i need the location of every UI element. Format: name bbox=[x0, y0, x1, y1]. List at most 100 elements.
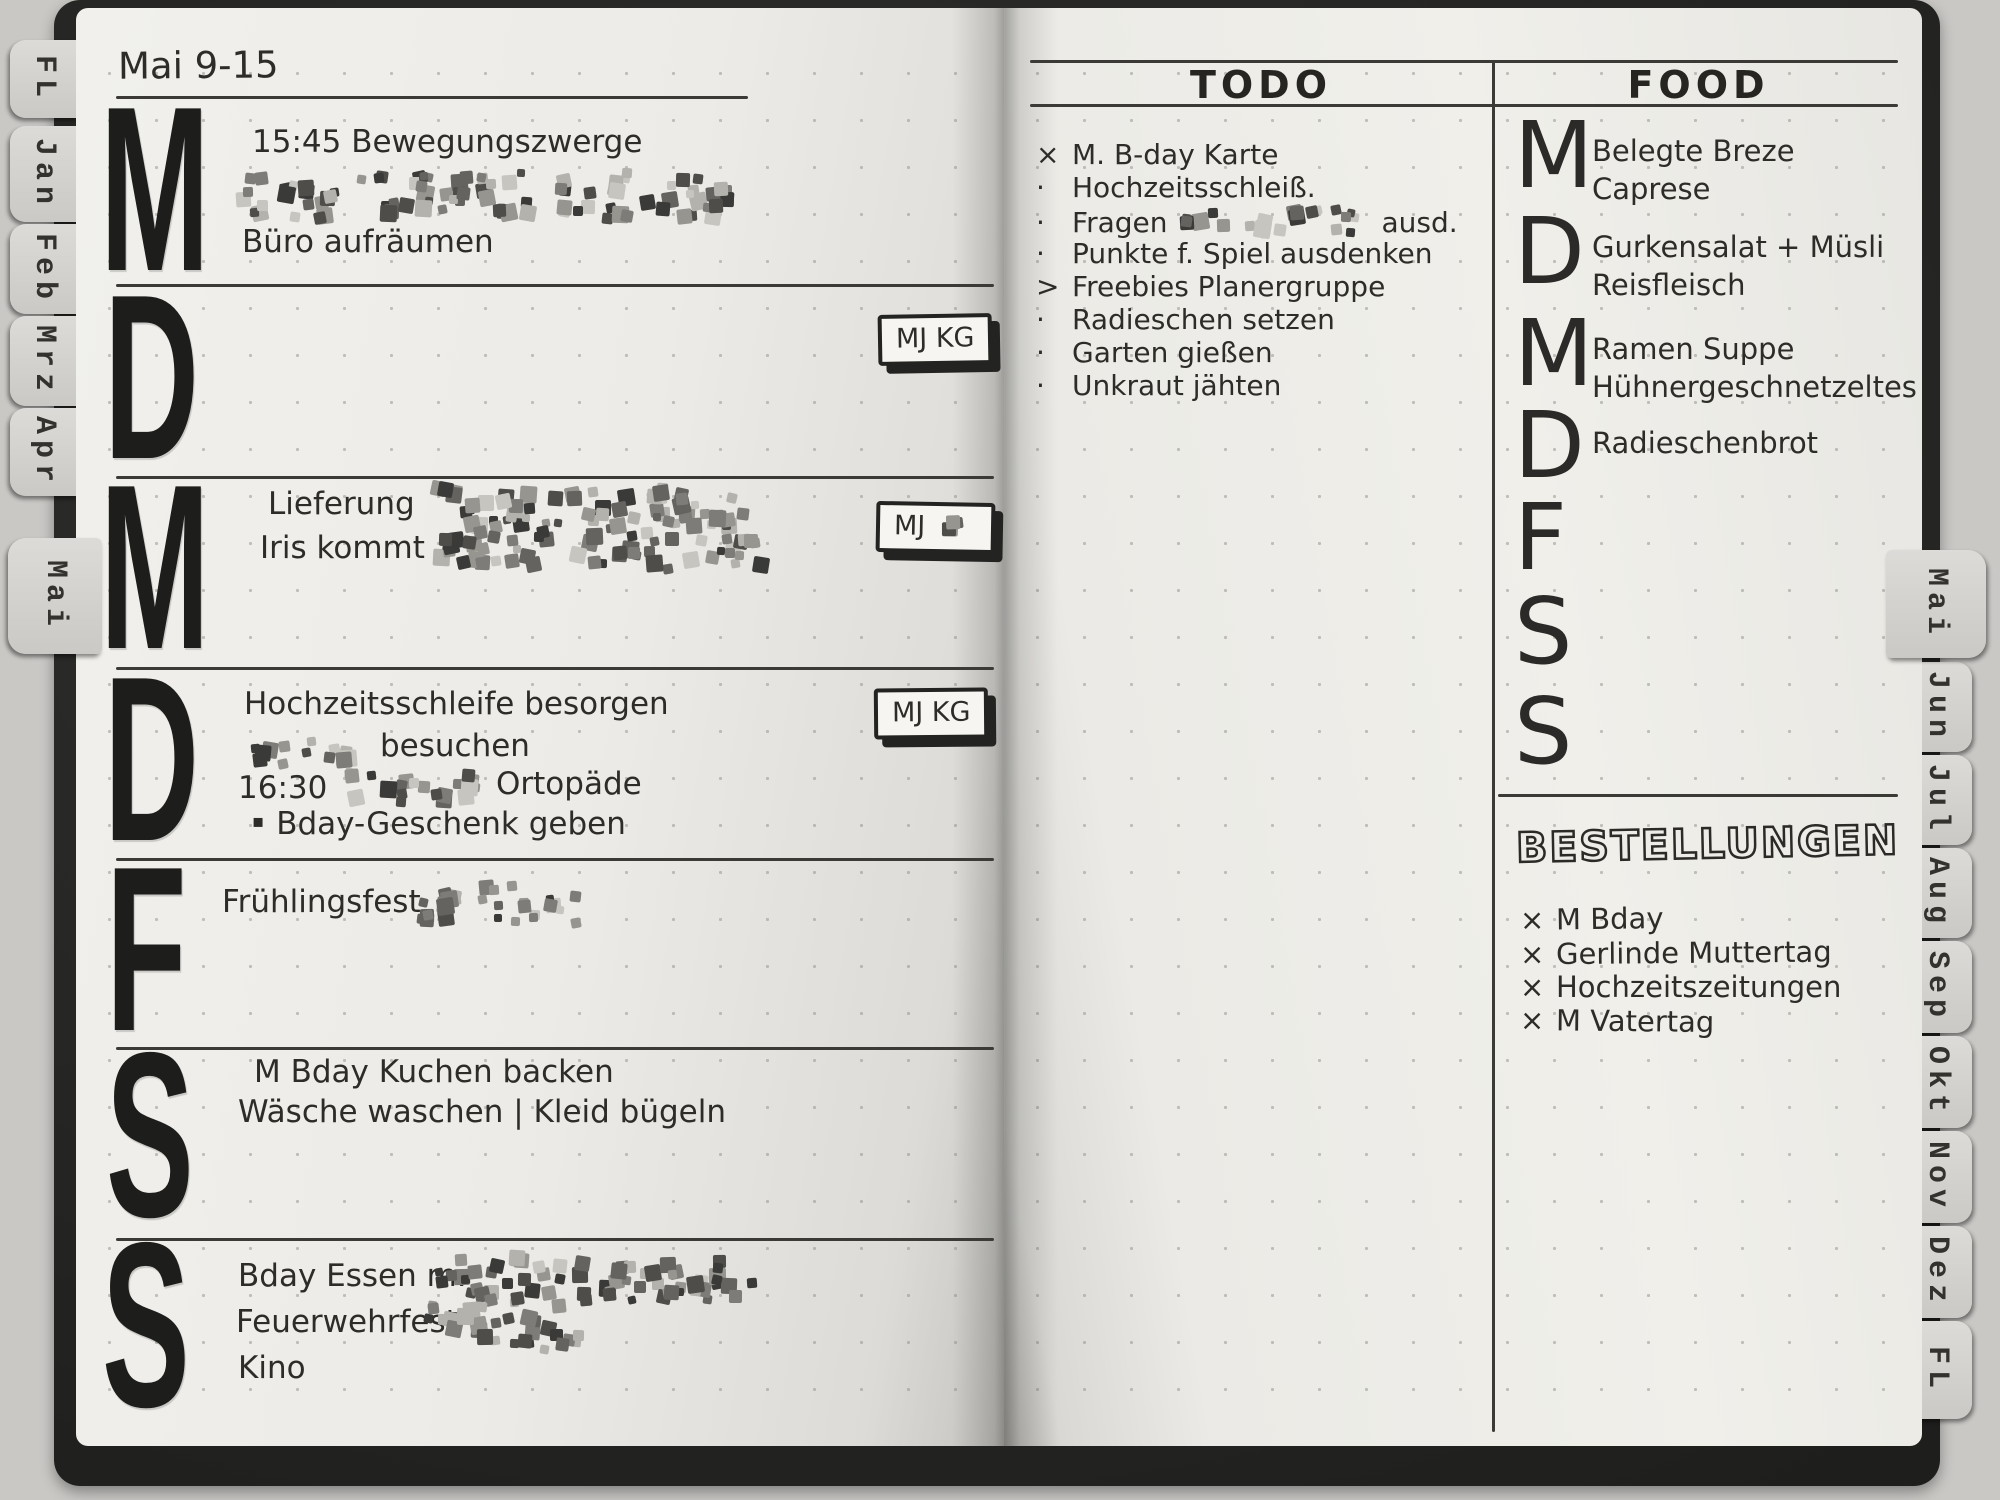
day-letter-friday: F bbox=[106, 817, 187, 1080]
day-entry: Frühlingsfest bbox=[222, 884, 421, 920]
tab-mai-left[interactable]: Mai bbox=[8, 538, 102, 654]
day-entry: Ortopäde bbox=[496, 766, 642, 802]
header-rule-bottom bbox=[1030, 104, 1898, 107]
bestellungen-item: × M Bday bbox=[1520, 901, 1664, 937]
bestellungen-item: × Hochzeitszeitungen bbox=[1520, 970, 1841, 1004]
day-entry: M Bday Kuchen backen bbox=[254, 1054, 614, 1090]
bestellungen-text: M Vatertag bbox=[1555, 1003, 1715, 1040]
redacted-text bbox=[248, 732, 366, 771]
todo-item: > Freebies Planergruppe bbox=[1036, 270, 1385, 303]
todo-bullet: · bbox=[1036, 303, 1045, 336]
food-entry: Hühnergeschnetzeltes bbox=[1592, 370, 1917, 404]
food-entry: Ramen Suppe bbox=[1592, 332, 1795, 366]
food-day-letter: S bbox=[1514, 678, 1573, 785]
todo-text: Unkraut jähten bbox=[1072, 369, 1282, 402]
redacted-text bbox=[1177, 203, 1367, 239]
tab-mai-right[interactable]: Mai bbox=[1886, 550, 1986, 658]
todo-text: M. B-day Karte bbox=[1072, 138, 1279, 171]
todo-bullet: · bbox=[1036, 369, 1045, 402]
food-entry: Belegte Breze bbox=[1592, 134, 1795, 168]
day-entry: Feuerwehrfest bbox=[236, 1304, 458, 1340]
day-separator bbox=[116, 476, 994, 479]
todo-item: · Garten gießen bbox=[1036, 336, 1273, 369]
todo-item: · Radieschen setzen bbox=[1036, 303, 1335, 336]
food-section-rule bbox=[1498, 794, 1898, 797]
day-separator bbox=[116, 858, 994, 861]
redacted-text bbox=[935, 511, 978, 542]
tab-apr[interactable]: Apr bbox=[10, 408, 78, 496]
tab-jan[interactable]: Jan bbox=[10, 126, 78, 222]
redacted-text bbox=[235, 168, 741, 226]
x-bullet: × bbox=[1519, 1002, 1545, 1038]
food-entry: Gurkensalat + Müsli bbox=[1592, 230, 1885, 264]
redacted-text bbox=[412, 879, 587, 930]
day-entry: besuchen bbox=[380, 728, 530, 764]
x-bullet: × bbox=[1519, 902, 1545, 937]
tab-feb[interactable]: Feb bbox=[10, 224, 78, 314]
todo-bullet: · bbox=[1036, 336, 1045, 369]
day-letter-monday: M bbox=[100, 57, 210, 320]
right-page bbox=[1004, 8, 1922, 1446]
food-header: FOOD bbox=[1627, 63, 1770, 107]
day-entry: Kino bbox=[238, 1350, 306, 1386]
tab-mrz[interactable]: Mrz bbox=[10, 316, 78, 406]
day-letter-wednesday: M bbox=[100, 435, 210, 698]
mj-kg-badge: MJ KG bbox=[877, 313, 993, 366]
food-day-letter: D bbox=[1514, 198, 1585, 305]
food-day-letter: M bbox=[1514, 300, 1594, 407]
title-underline bbox=[116, 96, 748, 99]
day-entry: Lieferung bbox=[268, 486, 415, 522]
bestellungen-text: M Bday bbox=[1555, 901, 1664, 937]
todo-text: Garten gießen bbox=[1072, 336, 1273, 369]
x-bullet: × bbox=[1519, 937, 1545, 972]
mj-badge: MJ bbox=[875, 500, 996, 555]
badge-label: MJ bbox=[893, 510, 926, 542]
day-separator bbox=[116, 284, 994, 287]
redacted-text bbox=[418, 1298, 586, 1355]
todo-item: · Unkraut jähten bbox=[1036, 369, 1281, 402]
bestellungen-header: BESTELLUNGEN bbox=[1514, 815, 1901, 874]
x-bullet: × bbox=[1520, 970, 1545, 1004]
day-entry: Iris kommt bbox=[260, 530, 425, 566]
todo-item: · Fragen ausd. bbox=[1036, 203, 1458, 239]
day-entry: 16:30 bbox=[238, 770, 328, 806]
redacted-text bbox=[330, 766, 482, 808]
badge-label: MJ KG bbox=[891, 696, 971, 729]
left-page bbox=[76, 8, 1004, 1446]
tab-fl-left[interactable]: FL bbox=[10, 40, 78, 118]
todo-text: Punkte f. Spiel ausdenken bbox=[1072, 237, 1433, 270]
day-entry: Bday Essen m. bbox=[238, 1258, 467, 1294]
header-rule-top bbox=[1030, 60, 1898, 63]
food-day-letter: S bbox=[1514, 578, 1573, 685]
todo-bullet: > bbox=[1036, 270, 1060, 303]
day-separator bbox=[116, 1047, 994, 1050]
todo-item: · Punkte f. Spiel ausdenken bbox=[1036, 237, 1433, 270]
bestellungen-item: × M Vatertag bbox=[1520, 1003, 1715, 1039]
day-entry: Büro aufräumen bbox=[242, 224, 494, 260]
day-letter-sunday: S bbox=[102, 1193, 190, 1456]
food-entry: Reisfleisch bbox=[1592, 268, 1746, 302]
food-entry: Caprese bbox=[1592, 172, 1711, 206]
todo-item: × M. B-day Karte bbox=[1036, 138, 1278, 171]
todo-bullet: · bbox=[1036, 237, 1045, 270]
food-day-letter: M bbox=[1514, 102, 1594, 209]
todo-text: ausd. bbox=[1381, 206, 1458, 239]
todo-bullet: · bbox=[1036, 171, 1045, 204]
mj-kg-badge: MJ KG bbox=[873, 687, 989, 740]
todo-text: Freebies Planergruppe bbox=[1072, 270, 1386, 303]
badge-label: MJ KG bbox=[895, 322, 975, 355]
day-entry: Hochzeitsschleife besorgen bbox=[244, 686, 669, 722]
day-letter-saturday: S bbox=[106, 1003, 194, 1266]
food-entry: Radieschenbrot bbox=[1592, 426, 1819, 460]
todo-item: · Hochzeitsschleiß. bbox=[1036, 171, 1316, 204]
day-separator bbox=[116, 667, 994, 670]
day-entry: Wäsche waschen | Kleid bügeln bbox=[238, 1094, 726, 1130]
day-letter-thursday: D bbox=[104, 627, 200, 890]
todo-bullet: · bbox=[1036, 206, 1045, 239]
column-divider bbox=[1492, 60, 1495, 1432]
redacted-text bbox=[424, 524, 774, 575]
bestellungen-text: Hochzeitszeitungen bbox=[1556, 970, 1842, 1004]
day-entry-text: Bday-Geschenk geben bbox=[276, 806, 626, 842]
day-entry: ▪ Bday-Geschenk geben bbox=[252, 806, 626, 842]
